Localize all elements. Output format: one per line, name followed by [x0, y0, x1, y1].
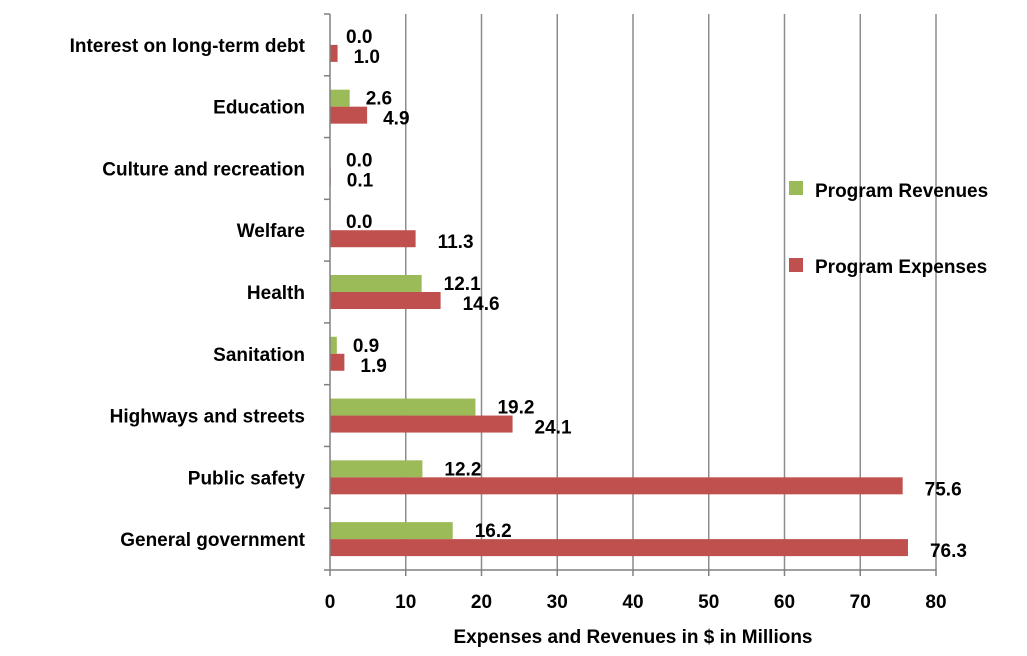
x-tick-label: 70 [850, 592, 871, 613]
bar-revenue [330, 275, 422, 292]
bar-revenue [330, 398, 476, 416]
data-label-revenue: 2.6 [366, 89, 392, 110]
category-label: Highways and streets [110, 407, 305, 428]
data-label-expense: 14.6 [463, 294, 500, 315]
category-label: Interest on long-term debt [70, 36, 306, 57]
bar-expense [330, 477, 903, 495]
bar-expense [330, 230, 416, 248]
data-label-revenue: 12.2 [444, 459, 481, 480]
data-label-expense: 76.3 [930, 541, 967, 562]
data-label-expense: 75.6 [925, 479, 962, 500]
bar-expense [330, 44, 338, 62]
category-label: Welfare [237, 221, 305, 242]
bar-revenue [330, 89, 350, 107]
data-label-expense: 1.0 [354, 47, 380, 68]
category-label: Education [213, 98, 305, 119]
bar-expense [330, 353, 345, 371]
legend-swatch-revenues [789, 181, 803, 195]
data-label-expense: 1.9 [360, 356, 386, 377]
bar-revenue [330, 460, 423, 478]
data-label-expense: 11.3 [438, 232, 474, 253]
bar-revenue [330, 336, 337, 354]
category-label: Public safety [188, 468, 306, 489]
bar-expense [330, 292, 441, 309]
legend-swatch-expenses [789, 258, 803, 272]
tick-labels: 0 10 20 30 40 50 60 70 80 [325, 592, 947, 613]
data-labels: 0.01.02.64.90.00.10.011.312.114.60.91.91… [346, 27, 967, 562]
legend: Program Revenues Program Expenses [789, 181, 988, 278]
x-tick-label: 0 [325, 592, 336, 613]
bar-revenue [330, 522, 453, 540]
category-label: Culture and recreation [102, 159, 305, 180]
x-tick-label: 80 [925, 592, 946, 613]
data-label-revenue: 0.9 [353, 336, 379, 357]
bar-expense [330, 415, 513, 433]
legend-label-expenses: Program Expenses [815, 257, 987, 278]
data-label-revenue: 0.0 [346, 150, 372, 171]
category-label: Health [247, 283, 305, 304]
data-label-revenue: 16.2 [475, 521, 512, 542]
data-label-revenue: 19.2 [497, 398, 534, 419]
data-label-expense: 0.1 [347, 170, 374, 191]
bar-expense [330, 539, 908, 557]
data-label-expense: 4.9 [383, 109, 409, 130]
x-tick-label: 40 [622, 592, 643, 613]
gridlines [405, 14, 937, 570]
x-tick-label: 10 [395, 592, 416, 613]
data-label-revenue: 12.1 [444, 274, 481, 295]
category-labels: Interest on long-term debt Education Cultu… [70, 36, 306, 551]
bars [330, 44, 908, 557]
data-label-revenue: 0.0 [346, 27, 372, 48]
data-label-revenue: 0.0 [346, 212, 372, 233]
x-tick-label: 30 [547, 592, 568, 613]
legend-label-revenues: Program Revenues [815, 181, 988, 202]
data-label-expense: 24.1 [535, 418, 572, 439]
category-label: General government [120, 530, 305, 551]
axes [324, 13, 937, 576]
x-tick-label: 60 [774, 592, 795, 613]
bar-expense [330, 106, 368, 124]
x-tick-label: 20 [471, 592, 492, 613]
x-tick-label: 50 [698, 592, 719, 613]
category-label: Sanitation [213, 345, 305, 366]
x-axis-title: Expenses and Revenues in $ in Millions [454, 627, 813, 648]
